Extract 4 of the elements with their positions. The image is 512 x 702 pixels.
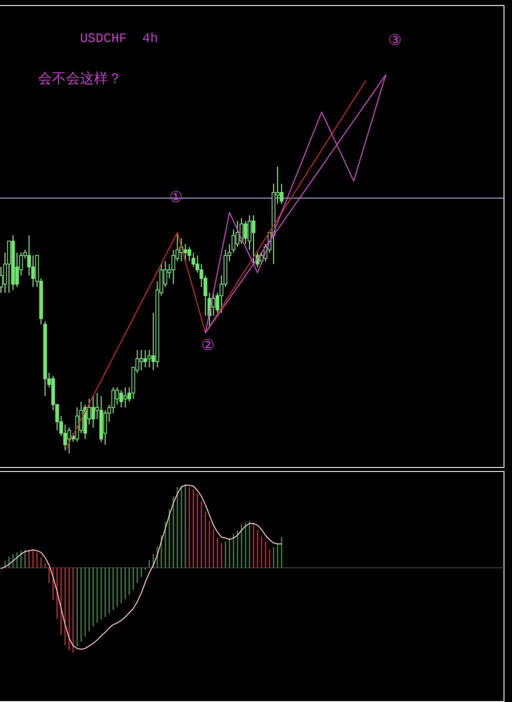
title: USDCHF 4h — [80, 31, 158, 46]
annotation: 会不会这样？ — [38, 70, 122, 86]
annotation: ③ — [388, 31, 402, 49]
annotation: ② — [201, 336, 215, 354]
